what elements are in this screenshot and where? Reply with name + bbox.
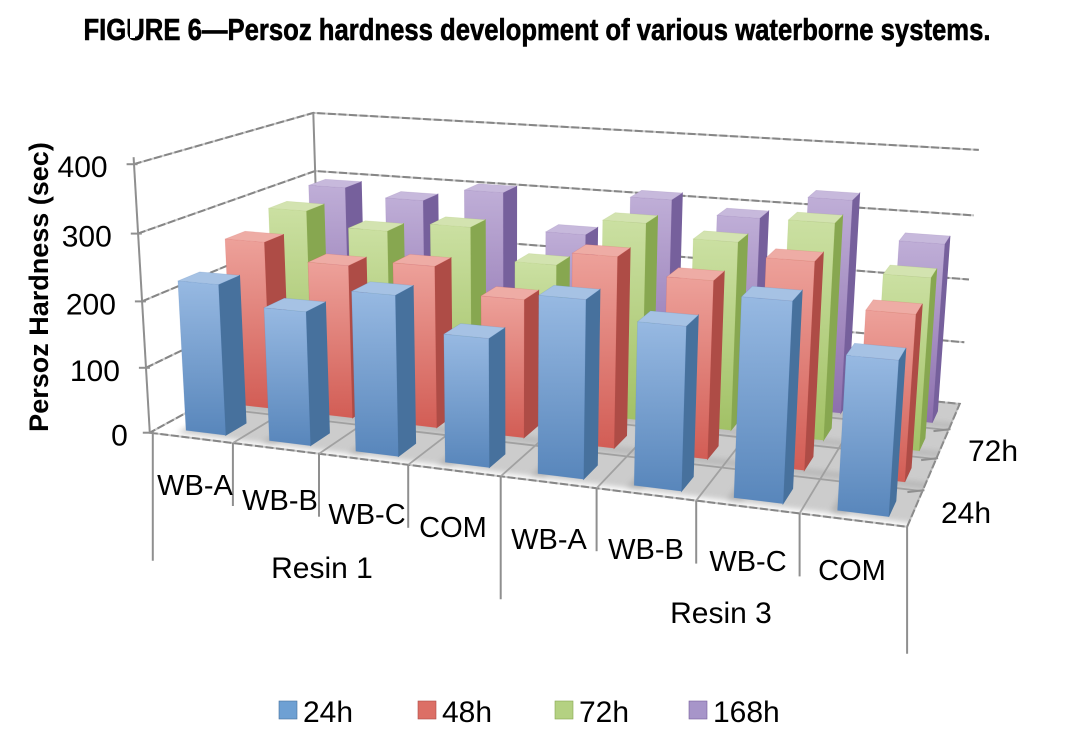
- svg-text:200: 200: [66, 288, 116, 321]
- svg-text:COM: COM: [419, 512, 487, 544]
- svg-text:WB-B: WB-B: [242, 485, 318, 517]
- svg-text:COM: COM: [818, 555, 886, 587]
- svg-text:Persoz Hardness (sec): Persoz Hardness (sec): [24, 142, 54, 432]
- svg-text:300: 300: [62, 221, 112, 254]
- svg-text:400: 400: [58, 151, 108, 184]
- svg-text:WB-C: WB-C: [328, 499, 405, 531]
- svg-text:WB-C: WB-C: [709, 546, 786, 578]
- svg-text:WB-A: WB-A: [157, 470, 233, 502]
- svg-text:WB-B: WB-B: [608, 534, 684, 566]
- svg-text:168h: 168h: [713, 696, 780, 729]
- svg-text:48h: 48h: [442, 696, 492, 729]
- svg-text:Resin 3: Resin 3: [670, 597, 772, 630]
- svg-text:100: 100: [70, 355, 120, 388]
- svg-text:WB-A: WB-A: [511, 524, 587, 556]
- svg-text:24h: 24h: [941, 497, 991, 530]
- svg-text:72h: 72h: [579, 696, 629, 729]
- svg-text:24h: 24h: [303, 696, 353, 729]
- svg-text:72h: 72h: [968, 435, 1018, 468]
- svg-text:Resin 1: Resin 1: [271, 552, 373, 585]
- svg-text:FIGURE 6—Persoz hardness devel: FIGURE 6—Persoz hardness development of …: [84, 12, 991, 47]
- svg-text:0: 0: [111, 420, 128, 453]
